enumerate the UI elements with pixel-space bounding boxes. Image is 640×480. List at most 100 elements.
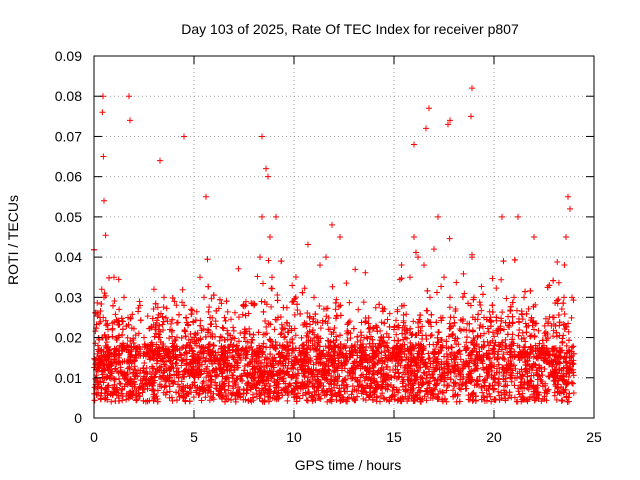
background-point	[240, 301, 247, 308]
background-point	[321, 361, 328, 368]
background-point	[333, 364, 340, 371]
background-point	[479, 291, 486, 298]
background-point	[405, 356, 412, 363]
background-point	[281, 325, 288, 332]
background-point	[100, 349, 107, 356]
background-point	[398, 275, 405, 282]
background-point	[170, 353, 177, 360]
background-point	[222, 317, 229, 324]
background-point	[498, 346, 505, 353]
background-point	[258, 298, 265, 305]
background-point	[446, 325, 453, 332]
background-point	[412, 249, 419, 256]
background-point	[350, 395, 357, 402]
background-point	[515, 388, 522, 395]
background-point	[221, 314, 228, 321]
background-point	[152, 300, 159, 307]
background-point	[316, 343, 323, 350]
background-point	[460, 358, 467, 365]
background-point	[209, 330, 216, 337]
background-point	[511, 394, 518, 401]
background-point	[502, 342, 509, 349]
background-point	[318, 350, 325, 357]
background-point	[524, 373, 531, 380]
background-point	[225, 396, 232, 403]
background-point	[178, 334, 185, 341]
background-point	[437, 343, 444, 350]
background-point	[198, 397, 205, 404]
background-point	[270, 371, 277, 378]
background-point	[386, 310, 393, 317]
background-point	[455, 382, 462, 389]
background-point	[483, 397, 490, 404]
background-point	[159, 372, 166, 379]
background-point	[554, 300, 561, 307]
background-point	[494, 351, 501, 358]
background-point	[357, 345, 364, 352]
background-point	[435, 329, 442, 336]
background-point	[310, 376, 316, 383]
background-point	[565, 337, 572, 344]
background-point	[229, 343, 236, 350]
background-point	[174, 364, 181, 371]
background-point	[480, 377, 487, 384]
background-point	[261, 356, 268, 363]
background-point	[179, 299, 186, 306]
background-point	[498, 276, 505, 283]
background-point	[551, 392, 558, 399]
background-point	[488, 367, 495, 374]
background-point	[135, 330, 142, 337]
background-point	[293, 375, 300, 382]
background-point	[410, 355, 417, 362]
background-point	[326, 385, 333, 392]
background-point	[559, 397, 566, 404]
background-point	[553, 396, 560, 403]
background-point	[366, 329, 373, 336]
background-point	[555, 388, 562, 395]
background-point	[362, 351, 369, 358]
background-point	[130, 337, 137, 343]
background-point	[475, 355, 482, 362]
background-point	[401, 364, 408, 371]
background-point	[144, 398, 151, 405]
background-point	[356, 347, 363, 354]
background-point	[166, 335, 173, 342]
background-point	[428, 323, 435, 330]
background-point	[354, 378, 361, 385]
background-point	[491, 386, 498, 393]
background-point	[568, 314, 575, 321]
background-point	[470, 341, 477, 348]
background-point	[478, 396, 485, 403]
background-point	[376, 398, 383, 405]
background-point	[546, 313, 553, 320]
background-point	[425, 368, 432, 375]
background-point	[450, 387, 457, 394]
background-point	[502, 382, 509, 389]
background-point	[346, 394, 353, 401]
background-point	[250, 377, 257, 384]
background-point	[230, 372, 237, 379]
background-point	[511, 256, 518, 263]
background-point	[164, 345, 171, 352]
background-point	[267, 383, 274, 390]
background-point	[481, 366, 488, 373]
background-point	[159, 313, 166, 320]
background-point	[328, 331, 335, 338]
background-point	[569, 380, 576, 387]
background-point	[249, 394, 256, 401]
background-point	[417, 364, 424, 371]
background-point	[411, 377, 418, 384]
background-point	[341, 361, 348, 368]
background-point	[292, 273, 299, 280]
background-point	[423, 336, 430, 343]
background-point	[554, 381, 561, 388]
background-point	[352, 266, 359, 273]
background-point	[556, 332, 563, 339]
background-point	[311, 334, 318, 341]
background-point	[174, 381, 181, 388]
background-point	[98, 384, 105, 391]
background-point	[288, 350, 295, 357]
background-point	[196, 390, 203, 397]
background-point	[115, 359, 122, 366]
background-point	[441, 372, 448, 379]
